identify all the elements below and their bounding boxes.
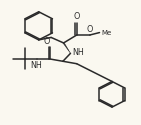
Text: O: O	[74, 12, 80, 21]
Polygon shape	[63, 43, 70, 53]
Text: NH: NH	[30, 61, 42, 70]
Text: O: O	[87, 24, 93, 34]
Text: O: O	[43, 37, 50, 46]
Text: Me: Me	[102, 30, 112, 36]
Text: NH: NH	[72, 48, 84, 57]
